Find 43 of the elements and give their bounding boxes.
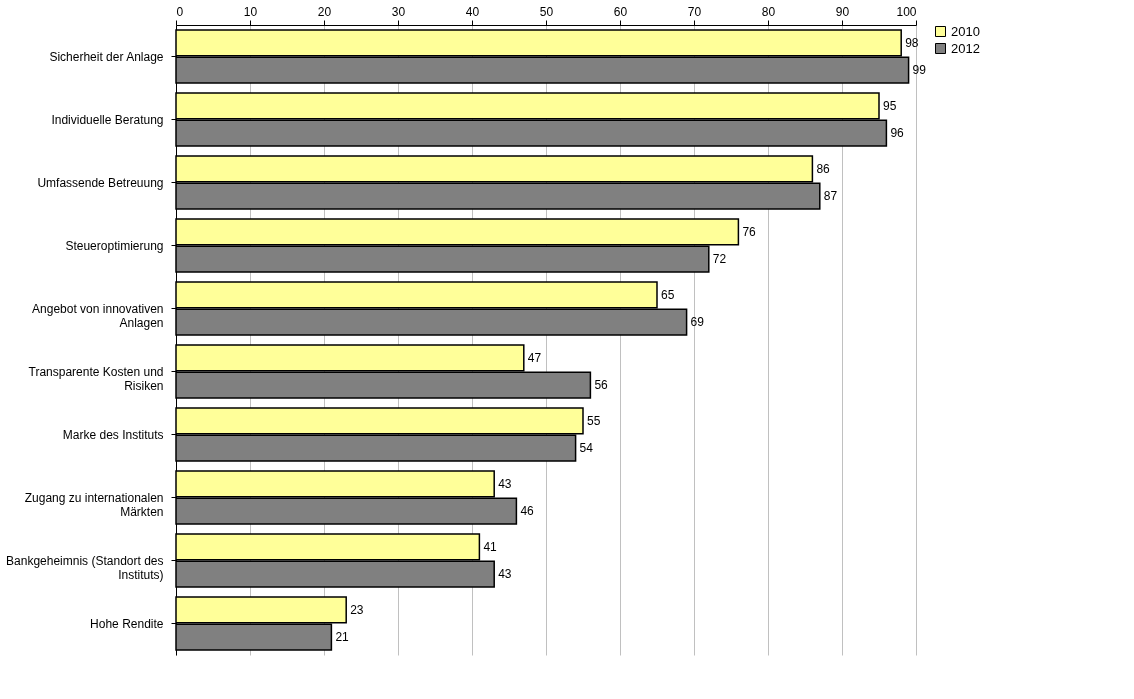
data-label: 65 [661, 287, 675, 302]
y-tick-label: Angebot von innovativen Anlagen [32, 301, 164, 330]
x-tick-label: 20 [317, 4, 332, 19]
data-label: 21 [335, 630, 350, 645]
x-tick-label: 0 [176, 4, 184, 19]
data-label: 23 [350, 602, 364, 617]
data-label: 76 [742, 224, 757, 239]
y-tick-label: Marke des Instituts [62, 427, 164, 442]
y-tick-label: Sicherheit der Anlage [49, 49, 164, 64]
x-tick-label: 40 [465, 4, 480, 19]
x-tick-label: 70 [687, 4, 702, 19]
y-tick-label: Zugang zu internationalen Märkten [24, 490, 164, 519]
data-label: 41 [483, 539, 498, 554]
legend-label: 2012 [951, 40, 980, 56]
y-tick-label: Steueroptimierung [65, 238, 164, 253]
data-label: 43 [498, 476, 512, 491]
legend-label: 2010 [951, 23, 980, 39]
data-label: 72 [712, 252, 727, 267]
data-label: 47 [527, 350, 542, 365]
data-label: 87 [823, 189, 838, 204]
data-label: 98 [905, 35, 919, 50]
data-label: 99 [912, 63, 927, 78]
data-label: 69 [690, 315, 705, 330]
x-tick-label: 100 [896, 4, 917, 19]
data-label: 46 [520, 504, 535, 519]
y-tick-label: Hohe Rendite [90, 616, 164, 631]
data-label: 95 [883, 98, 897, 113]
y-tick-label: Individuelle Beratung [51, 112, 164, 127]
y-tick-label: Bankgeheimnis (Standort des Instituts) [6, 553, 164, 582]
y-tick-label: Umfassende Betreuung [37, 175, 164, 190]
x-tick-label: 60 [613, 4, 628, 19]
x-tick-label: 80 [761, 4, 776, 19]
x-tick-label: 50 [539, 4, 554, 19]
x-tick-label: 10 [243, 4, 258, 19]
data-label: 43 [498, 567, 512, 582]
data-label: 86 [816, 161, 831, 176]
data-label: 55 [587, 413, 601, 428]
x-tick-label: 90 [835, 4, 850, 19]
y-tick-label: Transparente Kosten und Risiken [28, 364, 164, 393]
data-label: 54 [579, 441, 594, 456]
x-tick-label: 30 [391, 4, 406, 19]
data-label: 96 [890, 126, 905, 141]
data-label: 56 [594, 378, 609, 393]
